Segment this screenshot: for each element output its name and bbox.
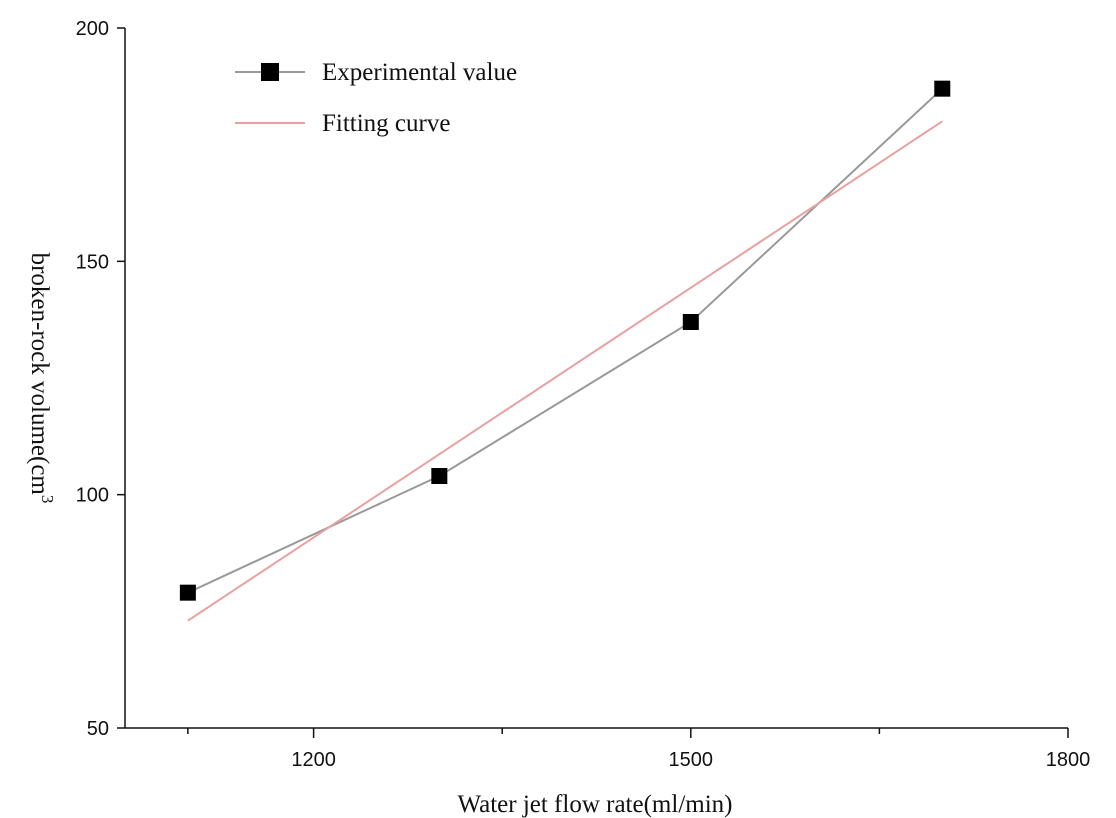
axes (124, 28, 1068, 729)
x-axis-title: Water jet flow rate(ml/min) (458, 791, 733, 818)
data-point-marker (431, 468, 448, 484)
x-tick-label: 1200 (291, 749, 336, 771)
series-layer (179, 80, 951, 622)
x-tick-label: 1500 (669, 749, 714, 771)
y-tick-label: 50 (87, 718, 109, 740)
y-tick-label: 100 (76, 485, 109, 507)
legend-label-experimental: Experimental value (322, 59, 517, 86)
y-tick-label: 200 (76, 18, 109, 40)
legend-marker-experimental (261, 63, 279, 81)
y-axis-title-main: broken-rock volume(cm (26, 253, 53, 496)
y-axis-title-superscript: 3 (38, 495, 57, 504)
legend-label-fitting: Fitting curve (322, 110, 450, 137)
series-line-1 (187, 120, 943, 622)
tick-group: 50 100 150 200 1200 1500 1800 (76, 18, 1091, 771)
y-axis-title: broken-rock volume(cm3 (26, 253, 57, 504)
x-tick-label: 1800 (1046, 749, 1091, 771)
data-point-marker (179, 584, 196, 601)
data-point-marker (682, 314, 699, 330)
y-tick-label: 150 (76, 251, 109, 273)
data-point-marker (934, 80, 951, 97)
legend: Experimental value Fitting curve (235, 59, 517, 137)
series-line-0 (187, 87, 943, 594)
